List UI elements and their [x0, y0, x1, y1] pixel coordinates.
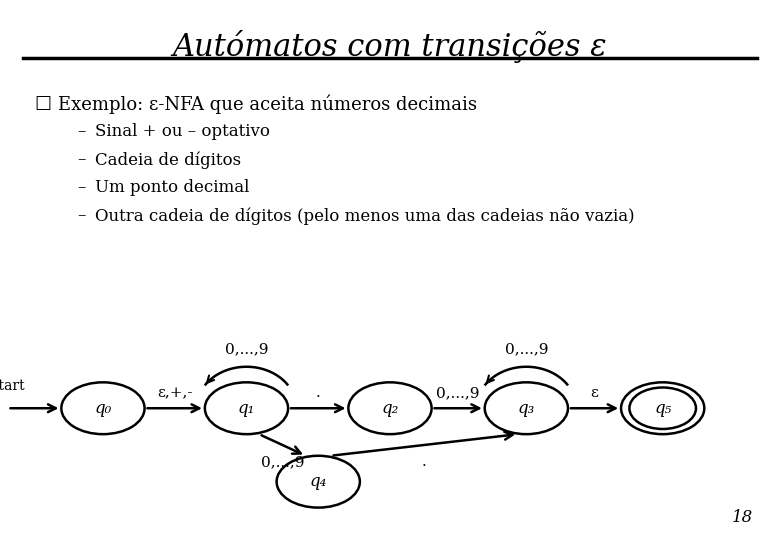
- Text: 0,...,9: 0,...,9: [225, 342, 268, 356]
- Text: q₅: q₅: [654, 400, 672, 417]
- Text: Autómatos com transições ε: Autómatos com transições ε: [172, 30, 608, 63]
- Text: Um ponto decimal: Um ponto decimal: [95, 179, 250, 196]
- Text: Cadeia de dígitos: Cadeia de dígitos: [95, 151, 241, 168]
- Text: □: □: [34, 94, 51, 112]
- Text: –: –: [78, 207, 86, 224]
- Text: Exemplo: ε-NFA que aceita números decimais: Exemplo: ε-NFA que aceita números decima…: [58, 94, 477, 114]
- Text: Outra cadeia de dígitos (pelo menos uma das cadeias não vazia): Outra cadeia de dígitos (pelo menos uma …: [95, 207, 635, 225]
- Text: q₀: q₀: [94, 400, 112, 417]
- Text: q₂: q₂: [381, 400, 399, 417]
- Text: .: .: [422, 455, 427, 469]
- Text: q₃: q₃: [518, 400, 535, 417]
- Text: 0,...,9: 0,...,9: [261, 455, 304, 469]
- Text: q₄: q₄: [310, 473, 327, 490]
- Text: Start: Start: [0, 379, 25, 393]
- Text: 0,...,9: 0,...,9: [437, 386, 480, 400]
- Text: –: –: [78, 151, 86, 168]
- Text: .: .: [316, 386, 321, 400]
- Text: –: –: [78, 123, 86, 140]
- Text: 18: 18: [732, 510, 753, 526]
- Text: ε,+,-: ε,+,-: [157, 386, 193, 400]
- Text: Sinal + ou – optativo: Sinal + ou – optativo: [95, 123, 270, 140]
- Text: 0,...,9: 0,...,9: [505, 342, 548, 356]
- Text: q₁: q₁: [238, 400, 255, 417]
- Text: –: –: [78, 179, 86, 196]
- Text: ε: ε: [590, 386, 598, 400]
